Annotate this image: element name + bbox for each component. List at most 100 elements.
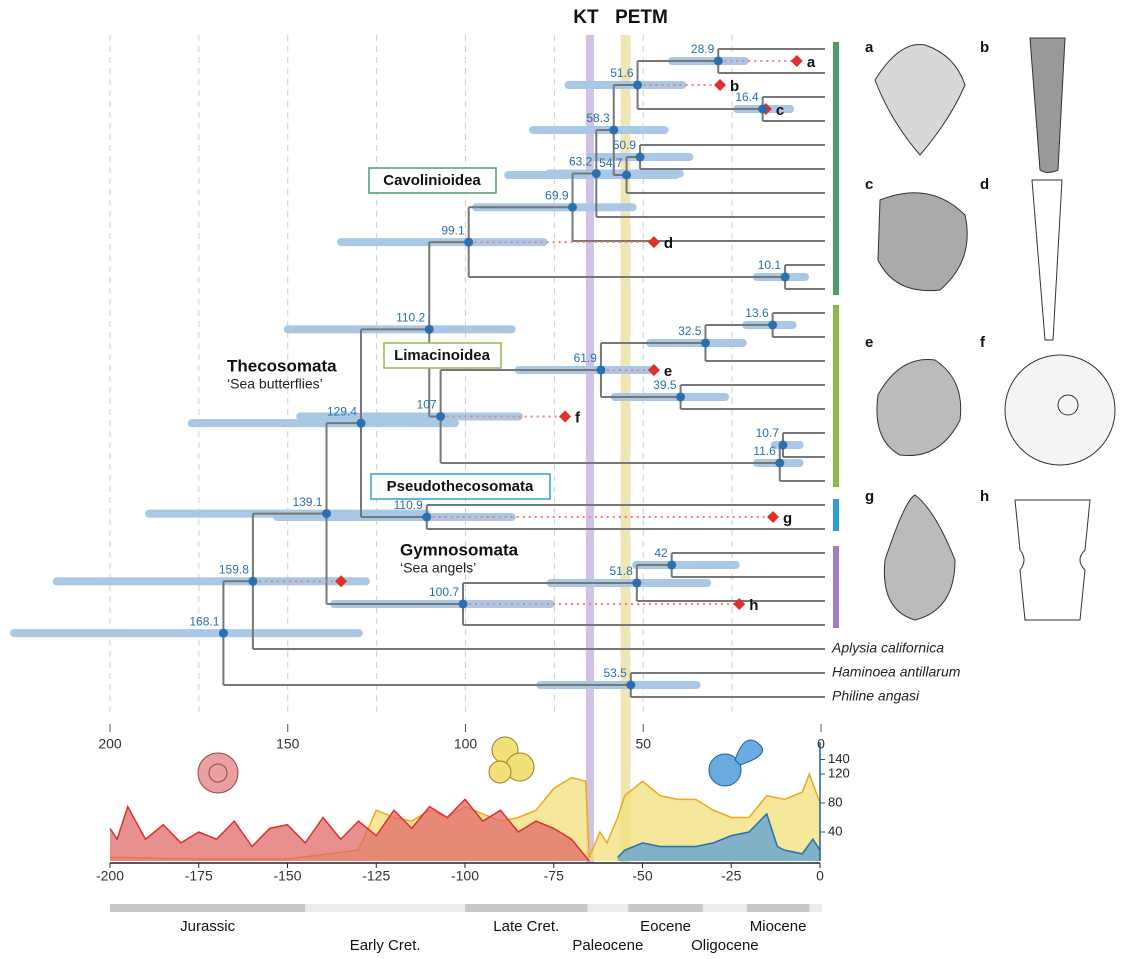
period-label: Oligocene (691, 937, 759, 954)
tip-label: Aplysia californica (831, 640, 944, 656)
node-age: 139.1 (292, 495, 322, 509)
node (626, 681, 635, 690)
period-label: Miocene (750, 918, 807, 935)
y-tick-label: 120 (828, 765, 850, 780)
x-tick-label: 0 (816, 868, 824, 884)
period-label: Eocene (640, 918, 691, 935)
period-bar (465, 904, 587, 912)
y-tick-label: 140 (828, 751, 850, 766)
foram-chamber (489, 761, 511, 783)
y-tick-label: 40 (828, 823, 842, 838)
x-tick-label: 200 (98, 736, 122, 752)
fossil-label: a (807, 54, 816, 71)
ammonite-icon (198, 753, 238, 793)
node-age: 13.6 (745, 306, 769, 320)
illustration-h (1015, 500, 1090, 620)
node-age: 51.6 (610, 66, 634, 80)
node (425, 325, 434, 334)
node-age: 10.1 (758, 258, 782, 272)
node-age: 50.9 (613, 138, 637, 152)
period-label: Jurassic (180, 918, 236, 935)
fossil-marker (791, 55, 803, 67)
panel-label: b (980, 39, 989, 56)
node-age: 51.8 (609, 564, 633, 578)
fossil-label: c (776, 102, 784, 119)
node (596, 366, 605, 375)
fossil-marker (648, 364, 660, 376)
node-age: 168.1 (189, 614, 219, 628)
event-label: KT (573, 7, 599, 28)
x-tick-label: -125 (362, 868, 390, 884)
node-age: 53.5 (603, 666, 627, 680)
node-age: 10.7 (756, 426, 780, 440)
group-common-name: ‘Sea butterflies’ (227, 376, 323, 392)
node (459, 600, 468, 609)
period-bar (628, 904, 703, 912)
node (778, 441, 787, 450)
x-tick-label: -100 (451, 868, 479, 884)
node (568, 203, 577, 212)
fossil-label: d (664, 235, 673, 252)
node-age: 159.8 (219, 562, 249, 576)
group-common-name: ‘Sea angels’ (400, 560, 476, 576)
illustration-g (884, 495, 955, 620)
event-label: PETM (615, 7, 668, 28)
x-tick-label: -25 (721, 868, 741, 884)
x-tick-label: 50 (635, 736, 651, 752)
period-bar (703, 904, 747, 912)
node (592, 169, 601, 178)
clade-label: Pseudothecosomata (387, 478, 534, 495)
ci-layer (14, 61, 805, 685)
figure: Cavolinioidea Limacinoidea Pseudothecoso… (0, 0, 1121, 959)
node (219, 629, 228, 638)
tip-label: Haminoea antillarum (832, 664, 961, 680)
node-age: 69.9 (545, 188, 569, 202)
group-name: Gymnosomata (400, 540, 519, 559)
panel-label: e (865, 334, 873, 351)
node (633, 81, 642, 90)
panel-label: h (980, 488, 989, 505)
period-bar (587, 904, 628, 912)
node-age: 32.5 (678, 324, 702, 338)
illustration-d (1032, 180, 1062, 340)
pteropod-wing (735, 740, 763, 765)
node (622, 171, 631, 180)
panel-label: f (980, 334, 986, 351)
node (775, 459, 784, 468)
fossil-marker (335, 575, 347, 587)
node (322, 509, 331, 518)
panel-label: g (865, 488, 874, 505)
panel-label: a (865, 39, 874, 56)
node-age: 54.7 (599, 156, 623, 170)
fossil-marker (767, 511, 779, 523)
x-tick-label: 0 (817, 736, 825, 752)
tip-label: Philine angasi (832, 688, 920, 704)
node-age: 107 (417, 398, 437, 412)
x-tick-label: -50 (632, 868, 652, 884)
node-age: 63.2 (569, 155, 593, 169)
illustration-e (877, 359, 961, 455)
x-tick-label: -150 (273, 868, 301, 884)
node-age: 110.2 (396, 310, 425, 324)
node (436, 412, 445, 421)
x-tick-label: -175 (185, 868, 213, 884)
group-name: Thecosomata (227, 356, 337, 375)
node (701, 339, 710, 348)
node-age: 61.9 (574, 351, 598, 365)
node (636, 153, 645, 162)
node-age: 11.6 (753, 444, 776, 458)
node-age: 110.9 (394, 498, 423, 512)
fossil-label: h (749, 597, 758, 614)
node (609, 126, 618, 135)
node (676, 393, 685, 402)
x-tick-label: 150 (276, 736, 300, 752)
period-bar (305, 904, 465, 912)
node (422, 513, 431, 522)
node (714, 57, 723, 66)
panel-label: d (980, 176, 989, 193)
fossil-marker (714, 79, 726, 91)
node (464, 238, 473, 247)
clade-bar (833, 546, 839, 628)
clade-label: Limacinoidea (394, 347, 491, 364)
fossil-marker (733, 598, 745, 610)
